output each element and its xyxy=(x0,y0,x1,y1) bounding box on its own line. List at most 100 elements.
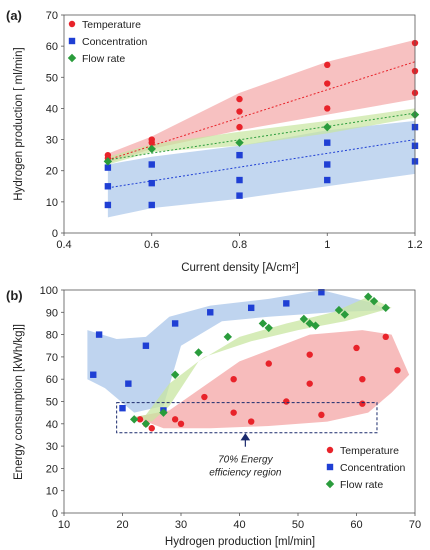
panel-b-point-concentration xyxy=(248,304,255,312)
panel-a-point-temperature xyxy=(236,123,243,131)
panel-a-band-flow-rate xyxy=(107,108,415,165)
panel-b-point-flow-rate xyxy=(223,332,232,342)
panel-a-point-concentration xyxy=(324,176,331,184)
panel-b-ytick-label: 40 xyxy=(46,419,58,431)
panel-a-point-flow-rate xyxy=(235,138,244,147)
panel-a-xlabel: Current density [A/cm²] xyxy=(181,262,299,274)
panel-a-point-concentration xyxy=(104,201,112,209)
panel-a-xtick-label: 0.4 xyxy=(56,239,71,251)
panel-a-xtick-label: 0.6 xyxy=(144,239,159,251)
panel-b-point-flow-rate xyxy=(334,305,344,315)
panel-a-point-concentration xyxy=(148,179,155,187)
panel-a-band-temperature xyxy=(107,39,415,163)
panel-b-point-flow-rate xyxy=(170,370,180,379)
panel-a-point-concentration xyxy=(104,164,112,171)
panel-b-point-temperature xyxy=(283,398,290,405)
panel-a-point-flow-rate xyxy=(323,122,332,132)
panel-a-point-temperature xyxy=(324,61,331,69)
panel-b-point-concentration xyxy=(125,380,132,387)
panel-b-point-flow-rate xyxy=(264,323,273,333)
panel-a-point-concentration xyxy=(104,183,112,190)
panel-a-ytick-label: 0 xyxy=(52,228,58,240)
panel-b-point-concentration xyxy=(283,300,290,307)
panel-b-point-concentration xyxy=(119,404,126,412)
panel-a-ticks: 0 10 20 30 40 50 60 70 0.4 0.6 0.8 1 1.2 xyxy=(46,10,423,251)
panel-b-point-temperature xyxy=(353,344,360,352)
panel-b-legend: Temperature Concentration Flow rate xyxy=(325,445,406,491)
panel-b-point-concentration xyxy=(318,289,325,296)
panel-a-xtick-label: 1 xyxy=(324,239,330,251)
panel-b-ytick-label: 30 xyxy=(46,441,58,453)
panel-a-point-concentration xyxy=(148,161,155,168)
panel-b-point-flow-rate xyxy=(141,419,151,428)
panel-b-point-temperature xyxy=(265,360,272,367)
panel-b-label: (b) xyxy=(6,288,23,303)
panel-b-band-concentration xyxy=(87,290,386,413)
panel-b-legend-marker-concentration xyxy=(326,463,334,471)
panel-b-point-temperature xyxy=(230,409,237,416)
panel-a-trend-temperature xyxy=(107,61,416,161)
panel-b-point-temperature xyxy=(171,416,179,423)
panel-a-point-temperature xyxy=(236,108,243,115)
panel-a-ytick-label: 20 xyxy=(46,166,58,178)
panel-b-point-temperature xyxy=(230,376,237,383)
panel-b-point-temperature xyxy=(318,411,325,419)
panel-b-point-flow-rate xyxy=(130,415,139,424)
panel-a-ytick-label: 70 xyxy=(46,10,58,22)
panel-b-legend-marker-flow-rate xyxy=(325,479,335,489)
panel-b-point-concentration xyxy=(90,371,97,378)
panel-b-legend-label-temperature: Temperature xyxy=(340,445,399,457)
panel-a-ylabel: Hydrogen production [ ml/min] xyxy=(13,47,25,200)
panel-a-legend-marker-concentration xyxy=(68,37,76,45)
panel-a-ytick-label: 60 xyxy=(46,41,58,53)
panel-b-ylabel: Energy consumption [kWh/kg]] xyxy=(13,324,25,480)
panel-b-ytick-label: 0 xyxy=(52,508,58,520)
panel-a-ytick-label: 50 xyxy=(46,72,58,84)
panel-b-xlabel: Hydrogen production [ml/min] xyxy=(165,536,315,548)
panel-b-xtick-label: 30 xyxy=(175,519,187,531)
panel-a-point-concentration xyxy=(236,151,243,159)
panel-a-point-temperature xyxy=(324,105,331,112)
panel-a-point-temperature xyxy=(324,80,331,87)
panel-a-label: (a) xyxy=(6,8,22,23)
panel-b-xtick-label: 20 xyxy=(116,519,128,531)
efficiency-region-annotation: 70% Energy efficiency region xyxy=(116,402,378,479)
panel-b-point-flow-rate xyxy=(381,303,390,313)
panel-b-ytick-label: 80 xyxy=(46,330,58,342)
panel-a-xtick-label: 0.8 xyxy=(232,239,247,251)
panel-b-ytick-label: 20 xyxy=(46,463,58,475)
panel-b-xtick-label: 40 xyxy=(233,519,245,531)
panel-b-point-flow-rate xyxy=(194,348,203,357)
panel-b-ytick-label: 50 xyxy=(46,397,58,409)
panel-a-point-concentration xyxy=(236,176,243,184)
panel-b-ytick-label: 60 xyxy=(46,374,58,386)
panel-b-point-concentration xyxy=(95,331,103,338)
efficiency-region-label-line1: 70% Energy xyxy=(218,455,273,466)
panel-a-point-temperature xyxy=(104,151,112,159)
panel-a-point-concentration xyxy=(324,161,331,168)
panel-b-point-temperature xyxy=(306,380,313,387)
panel-b-band-flow-rate xyxy=(134,296,392,422)
panel-a-point-concentration xyxy=(236,192,243,199)
panel-b-point-flow-rate xyxy=(159,408,168,417)
panel-b-ytick-label: 100 xyxy=(40,285,58,297)
panel-b-xtick-label: 60 xyxy=(350,519,362,531)
panel-b-legend-label-flow-rate: Flow rate xyxy=(340,479,383,491)
panel-b-point-concentration xyxy=(171,320,179,327)
panel-b-ytick-label: 90 xyxy=(46,307,58,319)
panel-a-legend-marker-temperature xyxy=(68,20,76,28)
panel-a-bands xyxy=(107,39,415,218)
panel-a-point-concentration xyxy=(148,201,155,209)
panel-a-ytick-label: 40 xyxy=(46,103,58,115)
panel-b-point-temperature xyxy=(248,418,255,425)
panel-a-point-temperature xyxy=(148,136,155,143)
panel-b-point-temperature xyxy=(382,333,389,341)
panel-b-point-temperature xyxy=(201,393,208,401)
panel-b-point-flow-rate xyxy=(299,314,309,324)
panel-b-point-flow-rate xyxy=(258,319,268,328)
panel-a-point-concentration xyxy=(324,139,331,146)
